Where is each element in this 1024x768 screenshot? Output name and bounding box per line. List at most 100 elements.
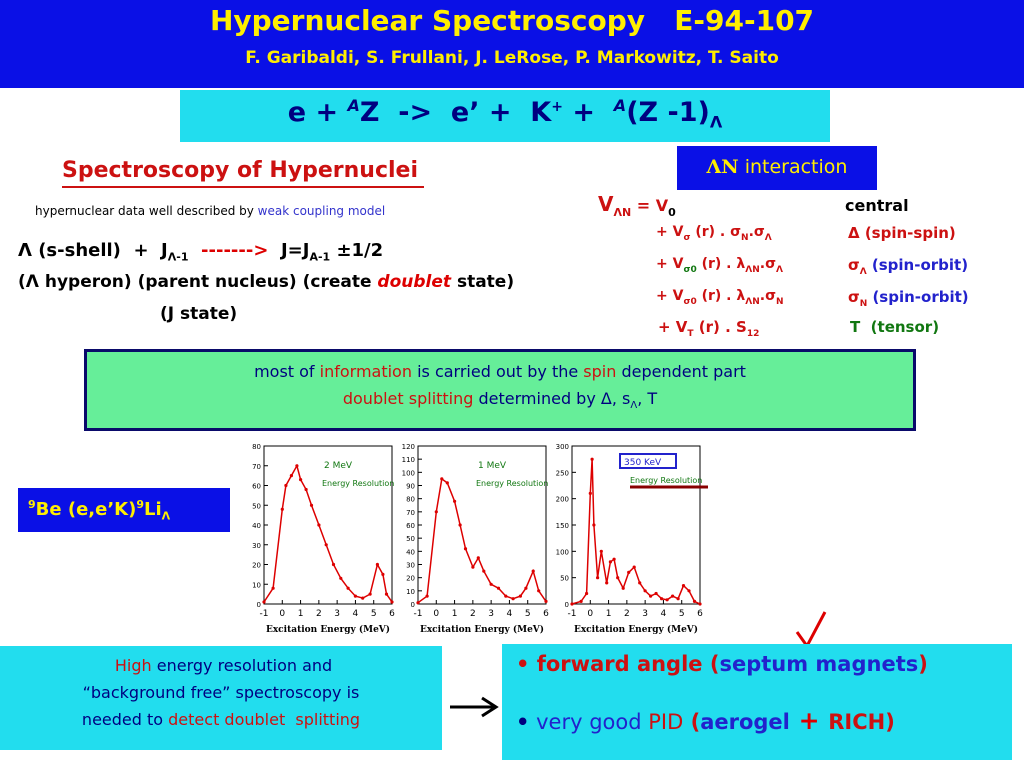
data-point <box>353 594 357 598</box>
y-tick-label: 30 <box>406 562 415 570</box>
req-part: ) <box>885 710 895 734</box>
data-point <box>585 591 589 596</box>
pot-dot: .σ <box>759 288 776 304</box>
data-point <box>537 589 541 593</box>
reaction-sup-plus: + <box>551 99 563 115</box>
pot-desc: (spin-spin) <box>859 224 956 242</box>
x-tick-label: 6 <box>543 609 549 619</box>
header-bar: Hypernuclear Spectroscopy E-94-107 F. Ga… <box>0 0 1024 88</box>
x-tick-label: -1 <box>414 609 423 619</box>
x-tick-label: 5 <box>679 609 685 619</box>
data-point <box>375 562 379 567</box>
pot-desc-sym: Δ <box>848 224 860 242</box>
y-tick-label: 0 <box>257 601 261 609</box>
req-part: RICH <box>828 710 886 734</box>
potential-row-2: + Vσ0 (r) . λΛN.σN <box>656 288 784 307</box>
res-part: needed to <box>81 710 164 729</box>
pot-rest: (r) . S <box>693 318 747 336</box>
y-tick-label: 50 <box>560 575 569 583</box>
data-point <box>590 457 594 461</box>
data-point <box>453 499 457 503</box>
pot-rest: (r) . σ <box>690 224 742 240</box>
y-tick-label: 50 <box>406 535 415 543</box>
data-point <box>632 565 636 569</box>
x-tick-label: 2 <box>624 609 630 619</box>
pot-rest: (r) . λ <box>696 256 746 272</box>
pot-term: + V <box>656 256 684 272</box>
spectroscopy-title-underline <box>62 186 424 188</box>
pot-dot: .σ <box>748 224 765 240</box>
data-point <box>638 581 642 585</box>
data-point <box>698 602 702 606</box>
x-tick-label: 3 <box>488 609 494 619</box>
res-part: spectroscopy is <box>230 683 360 702</box>
x-tick-label: 0 <box>433 609 439 619</box>
data-point <box>361 596 365 600</box>
y-tick-label: 150 <box>556 522 569 530</box>
data-point <box>445 481 449 485</box>
res-part: detect doublet splitting <box>163 710 361 729</box>
pot-sub: Λ <box>859 267 867 277</box>
resolution-line-2: “background free” spectroscopy is <box>0 683 442 702</box>
y-tick-label: 70 <box>252 463 261 471</box>
data-point <box>416 601 420 605</box>
pot-desc-sym: σ <box>848 256 860 274</box>
y-tick-label: 90 <box>406 483 415 491</box>
data-point <box>654 591 658 596</box>
x-tick-label: 5 <box>371 609 377 619</box>
y-tick-label: 80 <box>252 443 261 451</box>
data-point <box>643 589 647 593</box>
info-part: most of <box>254 362 320 381</box>
reaction-box: e + AZ -> e’ + K+ + A(Z -1)Λ <box>180 90 830 142</box>
data-point <box>621 586 625 590</box>
y-tick-label: 300 <box>556 443 569 451</box>
y-tick-label: 250 <box>556 469 569 477</box>
y-tick-label: 40 <box>252 522 261 530</box>
y-tick-label: 30 <box>252 542 261 550</box>
req-part: ( <box>683 710 701 734</box>
data-point <box>458 523 462 527</box>
potential-desc-3: T (tensor) <box>850 318 939 336</box>
pot-sub: ΛN <box>745 264 760 275</box>
data-point <box>471 565 475 569</box>
pot-sub: N <box>859 299 868 309</box>
data-point <box>489 582 493 586</box>
data-point <box>381 572 385 576</box>
x-tick-label: -1 <box>568 609 577 619</box>
data-point <box>692 599 697 603</box>
ln-label: interaction <box>738 156 848 178</box>
req-plus: + <box>789 706 829 735</box>
desc-part: (Λ hyperon) (parent nucleus) (create <box>18 272 378 292</box>
reaction-sup-a: A <box>347 96 360 115</box>
x-tick-label: 3 <box>642 609 648 619</box>
data-point <box>599 549 603 553</box>
reaction-sub-lambda: Λ <box>709 112 723 132</box>
spectroscopy-title: Spectroscopy of Hypernuclei <box>62 158 419 183</box>
y-tick-label: 40 <box>406 548 415 556</box>
info-part: , T <box>637 389 658 408</box>
requirement-2: • very good PID (aerogel + RICH) <box>516 706 895 735</box>
resolution-line-1: High energy resolution and <box>0 656 442 675</box>
res-part: and <box>297 656 333 675</box>
info-line-2: doublet splitting determined by Δ, sΛ, T <box>87 389 913 411</box>
reaction-sup-a: A <box>613 96 627 115</box>
info-sub: Λ <box>630 400 638 412</box>
data-point <box>331 562 336 567</box>
data-point <box>649 594 653 598</box>
pot-desc: (spin-orbit) <box>867 288 969 306</box>
x-tick-label: 0 <box>587 609 593 619</box>
data-point <box>612 557 616 561</box>
info-box: most of information is carried out by th… <box>84 349 916 431</box>
pot-sub: Λ <box>764 232 772 243</box>
slide-title: Hypernuclear Spectroscopy E-94-107 <box>209 4 815 37</box>
right-arrow-icon <box>450 696 499 718</box>
reaction-label-box: 9Be (e,e’K)9LiΛ <box>18 488 230 532</box>
pot-desc: (tensor) <box>860 318 940 336</box>
resolution-annotation: 2 MeV <box>324 461 353 471</box>
resolution-annotation: 350 KeV <box>624 458 662 468</box>
req-part: septum magnets <box>719 652 919 676</box>
pot-sub: N <box>741 232 749 243</box>
y-tick-label: 10 <box>252 581 261 589</box>
data-point <box>434 510 438 514</box>
ln-interaction-label: ΛN interaction <box>677 156 877 178</box>
